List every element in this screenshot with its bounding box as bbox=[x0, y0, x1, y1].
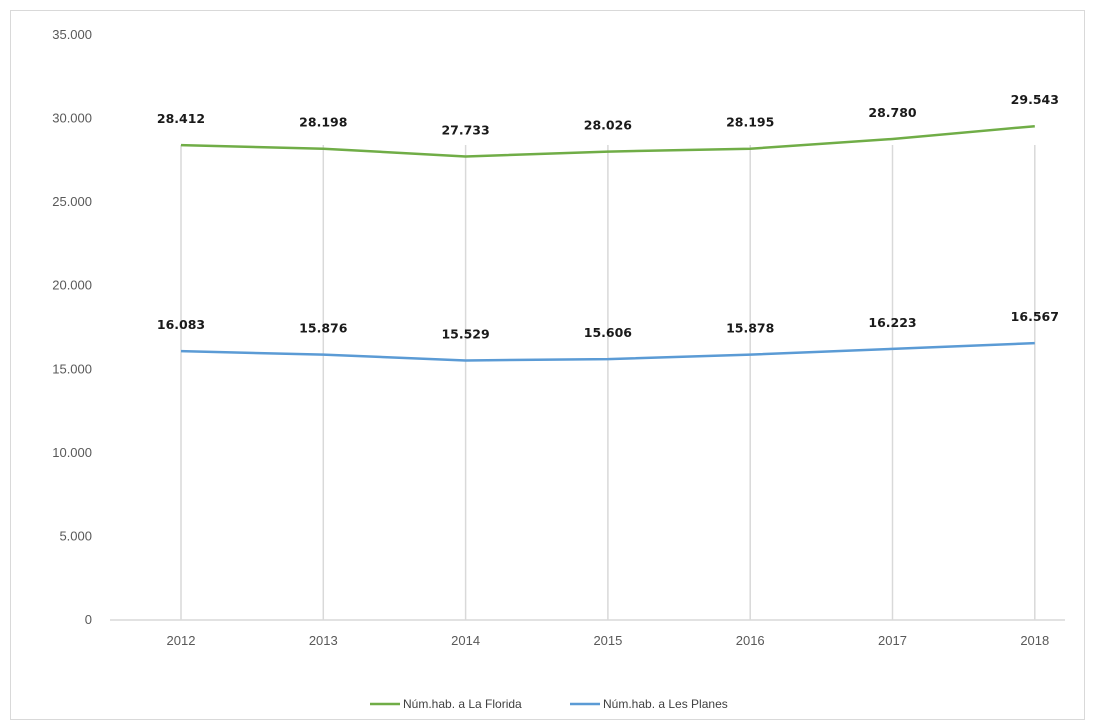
y-tick-label: 5.000 bbox=[59, 528, 92, 543]
y-tick-label: 20.000 bbox=[52, 278, 92, 293]
data-label: 15.878 bbox=[726, 321, 774, 336]
data-label: 28.198 bbox=[299, 115, 347, 130]
x-tick-label: 2016 bbox=[736, 633, 765, 648]
data-label: 15.876 bbox=[299, 321, 348, 336]
legend: Núm.hab. a La Florida Núm.hab. a Les Plan… bbox=[370, 697, 728, 711]
x-tick-label: 2015 bbox=[593, 633, 622, 648]
data-label: 16.223 bbox=[868, 315, 916, 330]
legend-label-1: Núm.hab. a Les Planes bbox=[603, 697, 728, 711]
data-label: 28.780 bbox=[868, 105, 917, 120]
data-labels: 28.412 28.198 27.733 28.026 28.195 28.780 29.5… bbox=[157, 92, 1059, 341]
data-label: 15.606 bbox=[584, 325, 633, 340]
axes: 0 5.000 10.000 15.000 20.000 25.000 30.000 35.0… bbox=[52, 27, 1065, 648]
y-tick-label: 10.000 bbox=[52, 445, 92, 460]
x-tick-label: 2018 bbox=[1020, 633, 1049, 648]
data-label: 29.543 bbox=[1011, 92, 1059, 107]
y-tick-label: 35.000 bbox=[52, 27, 92, 42]
data-label: 16.567 bbox=[1011, 309, 1059, 324]
y-tick-label: 15.000 bbox=[52, 361, 92, 376]
x-tick-label: 2013 bbox=[309, 633, 338, 648]
data-label: 16.083 bbox=[157, 317, 205, 332]
x-tick-label: 2014 bbox=[451, 633, 480, 648]
data-label: 27.733 bbox=[441, 122, 489, 137]
x-tick-label: 2017 bbox=[878, 633, 907, 648]
x-tick-label: 2012 bbox=[167, 633, 196, 648]
y-tick-label: 30.000 bbox=[52, 111, 92, 126]
data-label: 15.529 bbox=[441, 326, 489, 341]
data-label: 28.412 bbox=[157, 111, 205, 126]
data-label: 28.195 bbox=[726, 115, 774, 130]
data-label: 28.026 bbox=[584, 118, 633, 133]
y-tick-label: 25.000 bbox=[52, 194, 92, 209]
y-tick-label: 0 bbox=[85, 612, 92, 627]
series-lines bbox=[180, 124, 1035, 362]
chart-frame bbox=[10, 10, 1085, 720]
legend-label-0: Núm.hab. a La Florida bbox=[403, 697, 522, 711]
grid-lines bbox=[180, 145, 1036, 620]
